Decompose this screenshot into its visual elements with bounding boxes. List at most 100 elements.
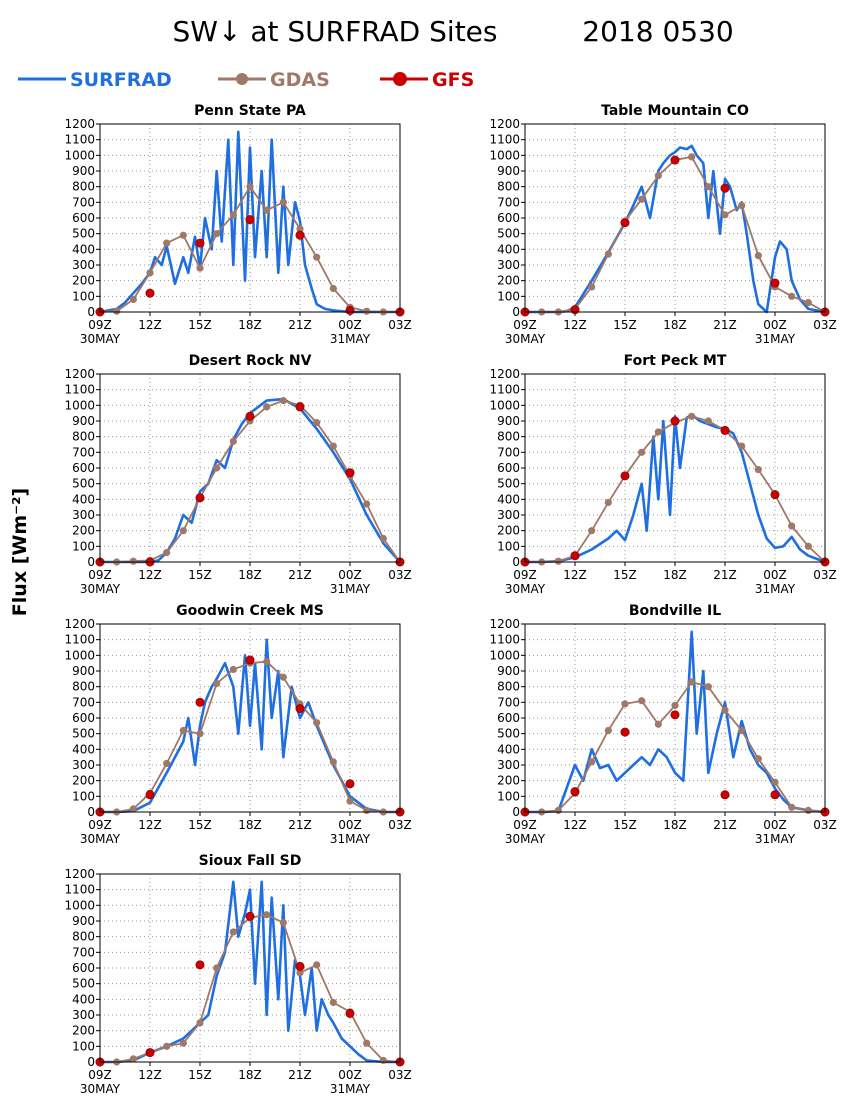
legend-marker-gdas: [236, 73, 248, 85]
x-tick-label: 03Z: [813, 818, 837, 832]
y-tick-label: 100: [497, 289, 520, 303]
gfs-point: [570, 787, 580, 797]
x-tick-label: 18Z: [663, 818, 687, 832]
gdas-point: [179, 527, 187, 535]
gdas-point: [129, 295, 137, 304]
y-tick-label: 600: [497, 711, 520, 725]
x-date-label: 31MAY: [755, 332, 796, 346]
x-date-label: 30MAY: [80, 582, 121, 596]
x-tick-label: 15Z: [613, 568, 637, 582]
y-tick-label: 1100: [64, 133, 95, 147]
gfs-point: [295, 402, 305, 412]
legend-label-gdas: GDAS: [270, 69, 330, 91]
gdas-point: [263, 206, 271, 214]
y-tick-label: 0: [87, 805, 95, 819]
panel-title: Table Mountain CO: [601, 103, 749, 119]
gdas-point: [621, 700, 629, 708]
grid: [100, 874, 400, 1062]
y-tick-label: 1200: [64, 867, 95, 881]
y-tick-label: 200: [72, 524, 95, 538]
y-tick-label: 600: [497, 461, 520, 475]
gfs-point: [770, 278, 780, 288]
x-tick-label: 12Z: [563, 318, 587, 332]
y-tick-label: 0: [512, 305, 520, 319]
legend-label-gfs: GFS: [432, 69, 474, 91]
panel-title: Desert Rock NV: [189, 353, 312, 369]
x-tick-label: 12Z: [138, 318, 162, 332]
gdas-point: [179, 231, 187, 239]
gdas-point: [329, 284, 337, 293]
gdas-point: [363, 806, 371, 815]
gdas-point: [213, 230, 221, 238]
y-tick-label: 400: [497, 242, 520, 256]
y-tick-label: 700: [497, 695, 520, 709]
gdas-point: [688, 412, 696, 420]
x-tick-label: 21Z: [713, 318, 737, 332]
gdas-point: [129, 557, 137, 565]
x-tick-label: 15Z: [188, 1068, 212, 1082]
gdas-point: [229, 437, 237, 445]
y-tick-label: 0: [87, 1055, 95, 1069]
x-date-label: 31MAY: [330, 1082, 371, 1096]
y-tick-label: 1000: [489, 398, 520, 412]
y-tick-label: 300: [72, 758, 95, 772]
x-tick-label: 15Z: [188, 318, 212, 332]
gdas-point: [329, 442, 337, 450]
gdas-point: [246, 183, 254, 191]
y-tick-label: 1100: [64, 633, 95, 647]
x-tick-label: 09Z: [88, 568, 112, 582]
y-tick-label: 1000: [64, 898, 95, 912]
y-tick-label: 400: [497, 742, 520, 756]
y-tick-label: 300: [497, 258, 520, 272]
gfs-point: [245, 911, 255, 921]
y-tick-label: 400: [72, 242, 95, 256]
gfs-point: [570, 305, 580, 315]
plot-frame: [524, 623, 826, 813]
x-date-label: 31MAY: [755, 582, 796, 596]
gdas-point: [163, 1042, 171, 1050]
y-tick-label: 400: [497, 492, 520, 506]
gdas-point: [196, 730, 204, 738]
x-tick-label: 21Z: [288, 318, 312, 332]
gdas-point: [804, 806, 812, 815]
y-tick-label: 600: [497, 211, 520, 225]
y-tick-label: 900: [72, 664, 95, 678]
x-tick-label: 00Z: [338, 1068, 362, 1082]
series-line-surfrad: [100, 880, 400, 1064]
panel-title: Fort Peck MT: [624, 353, 727, 369]
x-tick-label: 15Z: [613, 818, 637, 832]
gdas-point: [688, 678, 696, 686]
gdas-point: [263, 658, 271, 666]
y-tick-label: 100: [72, 1039, 95, 1053]
gdas-point: [688, 153, 696, 161]
y-tick-label: 200: [497, 774, 520, 788]
plot-frame: [524, 373, 826, 563]
y-tick-label: 500: [72, 227, 95, 241]
x-tick-label: 12Z: [563, 568, 587, 582]
gdas-point: [379, 534, 387, 543]
gdas-point: [113, 307, 121, 315]
x-date-label: 30MAY: [80, 1082, 121, 1096]
y-tick-label: 500: [497, 727, 520, 741]
gdas-point: [313, 418, 321, 427]
gdas-point: [554, 557, 562, 565]
x-date-label: 31MAY: [330, 832, 371, 846]
y-tick-label: 1100: [489, 633, 520, 647]
gdas-point: [638, 448, 646, 456]
gdas-point: [146, 269, 154, 277]
gfs-point: [245, 215, 255, 225]
panel-title: Penn State PA: [194, 103, 306, 119]
legend-marker-gfs: [393, 72, 407, 86]
x-tick-label: 12Z: [563, 818, 587, 832]
y-tick-label: 500: [72, 477, 95, 491]
y-tick-label: 300: [72, 258, 95, 272]
y-tick-label: 500: [497, 477, 520, 491]
x-tick-label: 09Z: [513, 818, 537, 832]
x-tick-label: 03Z: [388, 568, 412, 582]
gdas-point: [363, 500, 371, 508]
gdas-point: [704, 183, 712, 191]
y-tick-label: 100: [72, 789, 95, 803]
gfs-point: [145, 1048, 155, 1058]
